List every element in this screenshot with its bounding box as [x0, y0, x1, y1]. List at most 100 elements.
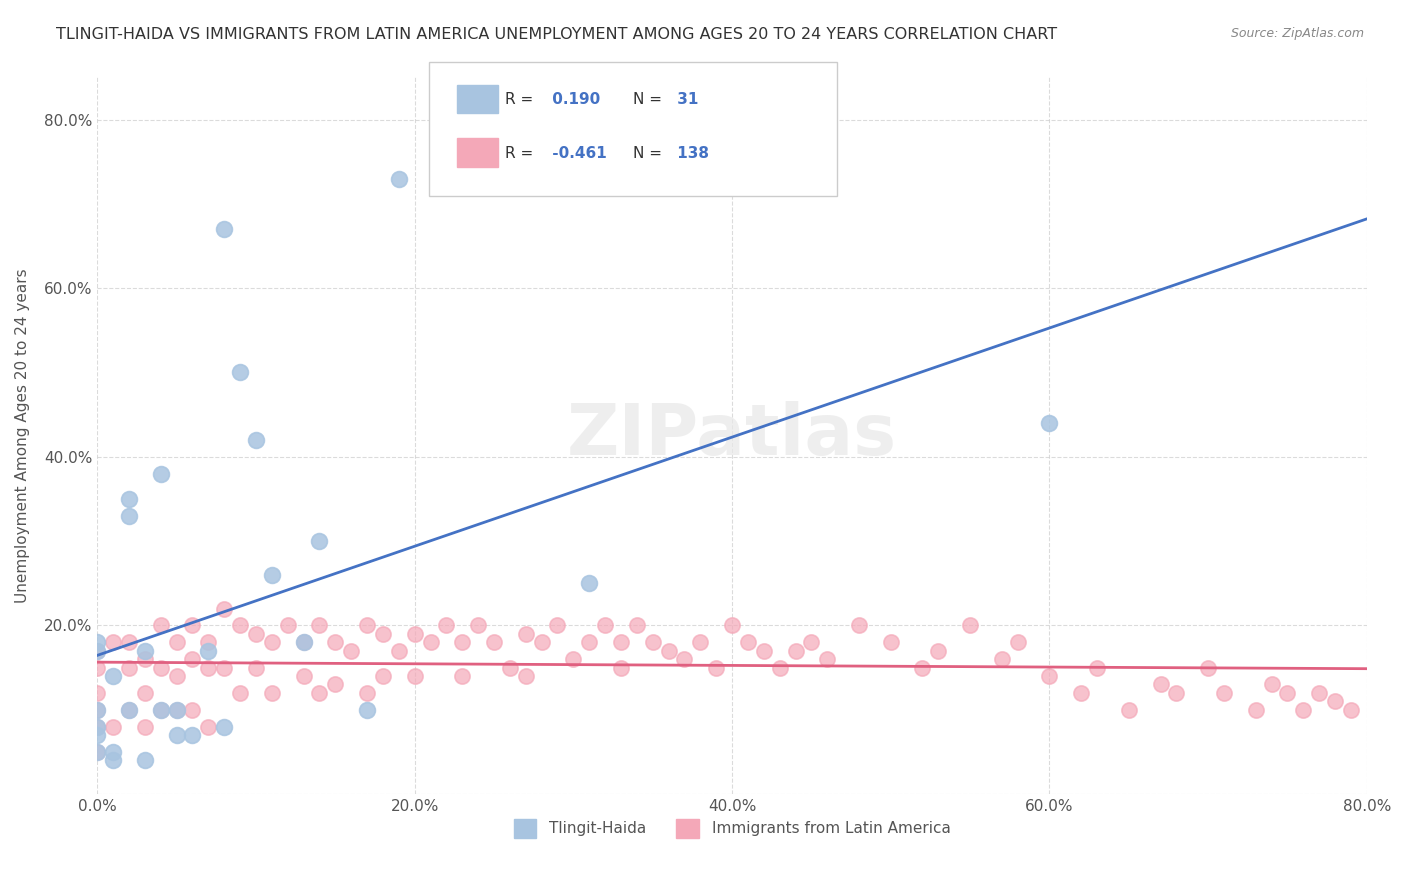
Point: [689, 635, 711, 649]
Point: [1149, 677, 1171, 691]
Point: [118, 635, 141, 649]
Point: [673, 652, 696, 666]
Text: -0.461: -0.461: [547, 146, 606, 161]
Point: [245, 433, 267, 447]
Point: [434, 618, 457, 632]
Point: [1118, 703, 1140, 717]
Point: [292, 635, 315, 649]
Point: [1197, 660, 1219, 674]
Point: [86, 720, 108, 734]
Point: [388, 171, 411, 186]
Point: [371, 669, 394, 683]
Point: [482, 635, 505, 649]
Point: [880, 635, 903, 649]
Point: [323, 677, 346, 691]
Point: [546, 618, 568, 632]
Point: [800, 635, 823, 649]
Point: [260, 635, 283, 649]
Point: [149, 703, 172, 717]
Point: [197, 635, 219, 649]
Point: [245, 660, 267, 674]
Point: [118, 660, 141, 674]
Point: [166, 728, 188, 742]
Point: [86, 686, 108, 700]
Point: [785, 643, 807, 657]
Point: [181, 703, 204, 717]
Point: [1038, 669, 1060, 683]
Point: [101, 635, 124, 649]
Point: [149, 618, 172, 632]
Point: [593, 618, 616, 632]
Point: [451, 635, 474, 649]
Point: [530, 635, 553, 649]
Point: [959, 618, 981, 632]
Point: [1244, 703, 1267, 717]
Text: 0.190: 0.190: [547, 93, 600, 107]
Text: Source: ZipAtlas.com: Source: ZipAtlas.com: [1230, 27, 1364, 40]
Point: [1085, 660, 1108, 674]
Point: [229, 686, 252, 700]
Point: [86, 720, 108, 734]
Point: [212, 720, 235, 734]
Point: [404, 627, 426, 641]
Point: [721, 618, 744, 632]
Text: 138: 138: [672, 146, 709, 161]
Point: [371, 627, 394, 641]
Point: [86, 660, 108, 674]
Point: [260, 686, 283, 700]
Y-axis label: Unemployment Among Ages 20 to 24 years: Unemployment Among Ages 20 to 24 years: [15, 268, 30, 603]
Point: [166, 703, 188, 717]
Point: [118, 491, 141, 506]
Point: [212, 601, 235, 615]
Point: [1308, 686, 1330, 700]
Point: [578, 576, 600, 591]
Point: [704, 660, 727, 674]
Point: [86, 703, 108, 717]
Point: [610, 660, 633, 674]
Point: [356, 618, 378, 632]
Point: [1166, 686, 1188, 700]
Point: [641, 635, 664, 649]
Point: [927, 643, 949, 657]
Point: [467, 618, 489, 632]
Point: [737, 635, 759, 649]
Point: [118, 703, 141, 717]
Text: R =: R =: [505, 93, 533, 107]
Point: [181, 652, 204, 666]
Point: [562, 652, 585, 666]
Text: N =: N =: [633, 93, 662, 107]
Text: TLINGIT-HAIDA VS IMMIGRANTS FROM LATIN AMERICA UNEMPLOYMENT AMONG AGES 20 TO 24 : TLINGIT-HAIDA VS IMMIGRANTS FROM LATIN A…: [56, 27, 1057, 42]
Point: [101, 720, 124, 734]
Point: [101, 669, 124, 683]
Point: [1324, 694, 1347, 708]
Point: [911, 660, 934, 674]
Point: [229, 618, 252, 632]
Point: [101, 753, 124, 767]
Point: [101, 745, 124, 759]
Point: [1038, 416, 1060, 430]
Point: [1213, 686, 1236, 700]
Point: [229, 366, 252, 380]
Point: [166, 635, 188, 649]
Point: [212, 660, 235, 674]
Point: [769, 660, 792, 674]
Text: 31: 31: [672, 93, 699, 107]
Point: [292, 669, 315, 683]
Point: [626, 618, 648, 632]
Text: R =: R =: [505, 146, 533, 161]
Point: [848, 618, 870, 632]
Point: [197, 660, 219, 674]
Point: [86, 728, 108, 742]
Point: [181, 728, 204, 742]
Point: [1277, 686, 1299, 700]
Point: [86, 745, 108, 759]
Point: [1292, 703, 1315, 717]
Point: [181, 618, 204, 632]
Point: [1260, 677, 1282, 691]
Point: [149, 467, 172, 481]
Point: [197, 720, 219, 734]
Point: [134, 753, 156, 767]
Point: [149, 703, 172, 717]
Point: [515, 627, 537, 641]
Point: [451, 669, 474, 683]
